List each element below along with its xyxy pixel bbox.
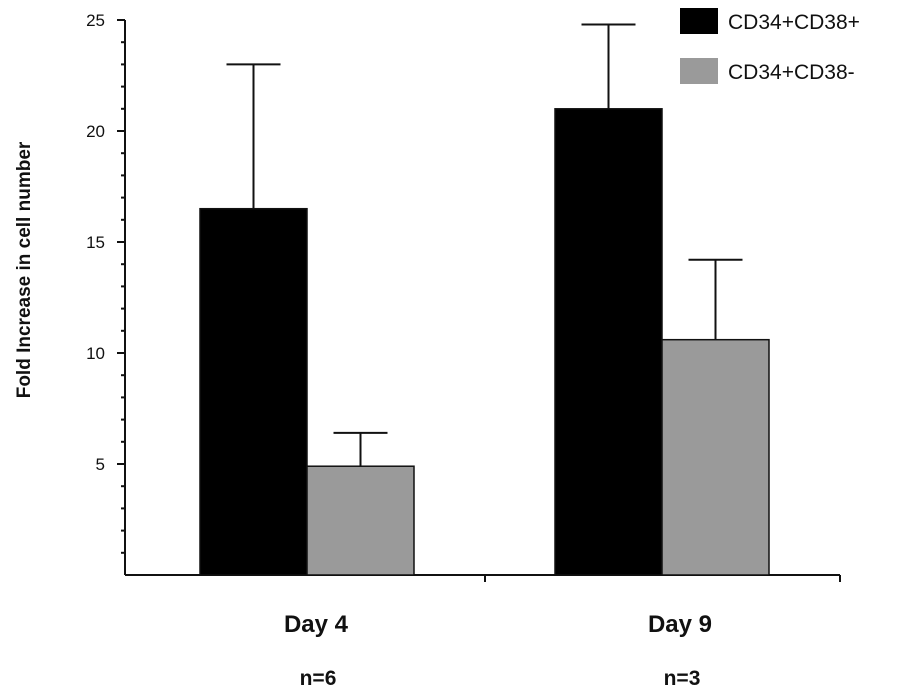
y-tick-label: 5 [96, 455, 105, 474]
category-label-day-9: Day 9 [648, 611, 712, 638]
bar-cd34-cd38-pos-day-9 [554, 108, 663, 576]
legend-label-cd34-cd38-neg: CD34+CD38- [728, 61, 855, 84]
error-bars [226, 23, 743, 467]
y-tick-label: 15 [86, 233, 105, 252]
category-label-day-4: Day 4 [284, 611, 349, 638]
y-ticks: 5 10 15 20 25 [86, 11, 125, 554]
legend-label-cd34-cd38-pos: CD34+CD38+ [728, 11, 860, 34]
legend-swatch-cd34-cd38-pos [680, 8, 718, 34]
bar-cd34-cd38-neg-day-4 [306, 465, 415, 576]
sample-size-day-4: n=6 [300, 667, 337, 690]
bars [199, 108, 770, 576]
y-tick-label: 10 [86, 344, 105, 363]
y-axis-label: Fold Increase in cell number [14, 141, 35, 398]
bar-cd34-cd38-neg-day-9 [661, 338, 770, 576]
legend-swatch-cd34-cd38-neg [680, 58, 718, 84]
sample-size-day-9: n=3 [664, 667, 701, 690]
legend: CD34+CD38+ CD34+CD38- [680, 8, 860, 84]
bar-cd34-cd38-pos-day-4 [199, 207, 308, 576]
y-tick-label: 20 [86, 122, 105, 141]
y-tick-label: 25 [86, 11, 105, 30]
